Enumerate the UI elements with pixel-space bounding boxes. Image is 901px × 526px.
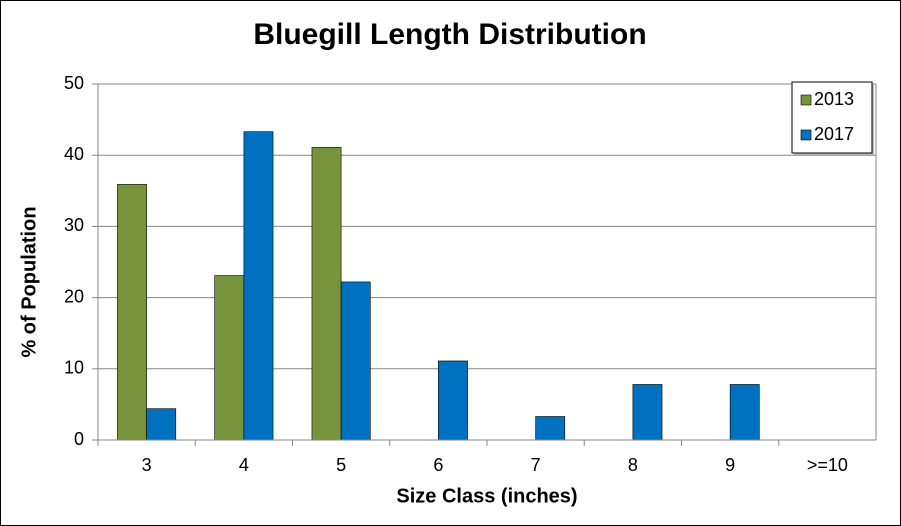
- x-tick-label: 8: [628, 455, 638, 475]
- y-tick-label: 20: [64, 286, 84, 306]
- bar: [729, 384, 760, 441]
- x-tick-label: 9: [725, 455, 735, 475]
- chart-title: Bluegill Length Distribution: [253, 18, 646, 51]
- x-tick-label: 4: [239, 455, 249, 475]
- y-tick-label: 50: [64, 73, 84, 93]
- y-axis-label: % of Population: [18, 206, 40, 357]
- x-axis-label: Size Class (inches): [396, 485, 577, 507]
- bar: [243, 131, 274, 441]
- bar: [632, 384, 663, 441]
- x-tick-label: >=10: [807, 455, 848, 475]
- legend-label: 2017: [814, 124, 854, 144]
- y-tick-label: 0: [74, 429, 84, 449]
- bar: [311, 147, 342, 441]
- bar: [214, 275, 245, 441]
- legend-swatch: [800, 129, 812, 141]
- bar: [117, 184, 147, 441]
- bar: [438, 360, 468, 441]
- legend-swatch: [800, 94, 812, 106]
- x-tick-label: 7: [531, 455, 541, 475]
- y-tick-label: 40: [64, 144, 84, 164]
- y-tick-label: 10: [64, 358, 84, 378]
- x-tick-label: 3: [142, 455, 152, 475]
- x-tick-label: 5: [336, 455, 346, 475]
- x-tick-label: 6: [433, 455, 443, 475]
- legend: [791, 81, 873, 154]
- legend-label: 2013: [814, 89, 854, 109]
- bar: [535, 416, 566, 441]
- bar: [146, 408, 177, 441]
- y-tick-label: 30: [64, 215, 84, 235]
- bar: [340, 281, 371, 441]
